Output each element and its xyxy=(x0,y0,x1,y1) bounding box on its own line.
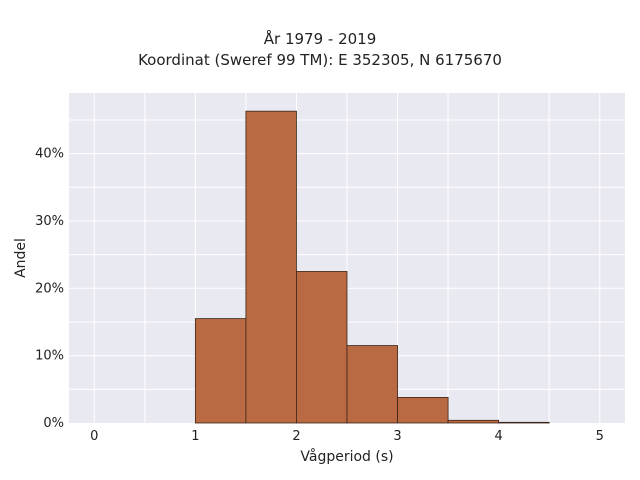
histogram-bar xyxy=(498,421,550,424)
histogram-bar xyxy=(245,110,297,424)
x-tick-label: 1 xyxy=(191,429,199,444)
histogram-bar xyxy=(296,271,348,424)
bars xyxy=(194,110,550,424)
x-tick-label: 2 xyxy=(292,429,300,444)
y-tick-label: 30% xyxy=(35,214,64,229)
histogram-bar xyxy=(397,397,449,424)
x-tick-label: 4 xyxy=(494,429,502,444)
chart-subtitle: Koordinat (Sweref 99 TM): E 352305, N 61… xyxy=(138,51,502,69)
y-axis-label: Andel xyxy=(13,238,29,278)
x-tick-label: 5 xyxy=(596,429,604,444)
y-tick-label: 0% xyxy=(43,416,64,431)
histogram-bar xyxy=(194,318,247,424)
histogram-bar xyxy=(346,345,398,424)
y-tick-label: 10% xyxy=(35,349,64,364)
chart-title: År 1979 - 2019 xyxy=(263,30,377,48)
x-tick-label: 3 xyxy=(393,429,401,444)
x-axis-label: Vågperiod (s) xyxy=(300,448,393,465)
y-tick-label: 20% xyxy=(35,281,64,296)
x-tick-label: 0 xyxy=(90,429,98,444)
y-tick-label: 40% xyxy=(35,147,64,162)
tick-labels: 0 1 2 3 4 5 0% 10% 20% 30% 40% xyxy=(35,147,604,444)
histogram-bar xyxy=(447,419,500,424)
